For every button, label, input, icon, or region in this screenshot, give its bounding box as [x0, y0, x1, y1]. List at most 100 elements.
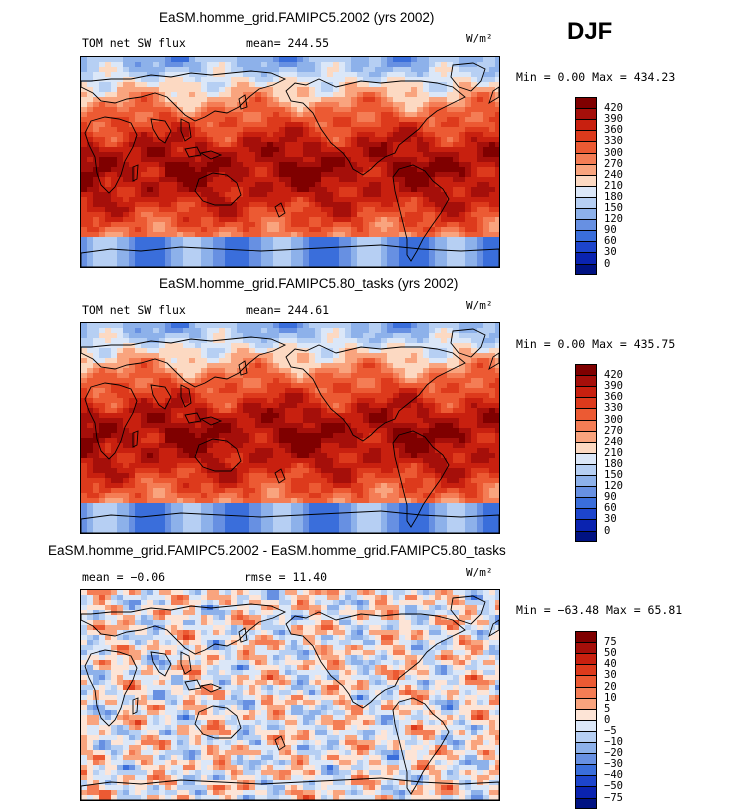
- panel-3-minmax: Min = −63.48 Max = 65.81: [516, 603, 683, 617]
- colorbar-label: 60: [604, 235, 617, 248]
- colorbar-swatch: [575, 708, 597, 721]
- colorbar-label: 30: [604, 513, 617, 526]
- colorbar-swatch: [575, 163, 597, 176]
- coastlines: [81, 62, 499, 267]
- colorbar-label: 330: [604, 402, 623, 415]
- colorbar-label: 330: [604, 135, 623, 148]
- panel-2-map: [80, 322, 500, 534]
- panel-3-units: W/m²: [466, 566, 493, 579]
- colorbar-swatch: [575, 697, 597, 710]
- colorbar-swatch: [575, 364, 597, 377]
- colorbar-label: 360: [604, 124, 623, 137]
- colorbar-label: 420: [604, 369, 623, 382]
- colorbar-swatch: [575, 686, 597, 699]
- colorbar-label: 30: [604, 246, 617, 259]
- colorbar-swatch: [575, 764, 597, 777]
- colorbar-label: 0: [604, 257, 611, 270]
- colorbar-label: 300: [604, 413, 623, 426]
- colorbar-label: 20: [604, 680, 617, 693]
- colorbar-label: 420: [604, 102, 623, 115]
- colorbar-swatch: [575, 97, 597, 110]
- colorbar-label: 60: [604, 502, 617, 515]
- colorbar-label: −5: [604, 724, 617, 737]
- colorbar-swatch: [575, 631, 597, 644]
- panel-1-mean: mean= 244.55: [246, 36, 330, 50]
- colorbar-label: 0: [604, 713, 611, 726]
- map-canvas: [81, 323, 499, 533]
- panel-3-map: [80, 589, 500, 801]
- colorbar-label: 180: [604, 457, 623, 470]
- colorbar-label: −20: [604, 747, 623, 760]
- colorbar-swatch: [575, 642, 597, 655]
- colorbar-swatch: [575, 263, 597, 275]
- colorbar-swatch: [575, 141, 597, 154]
- colorbar-swatch: [575, 419, 597, 432]
- panel-2-mean: mean= 244.61: [246, 303, 330, 317]
- colorbar-swatch: [575, 119, 597, 132]
- panel-3-rmse: rmse = 11.40: [244, 570, 328, 584]
- colorbar-swatch: [575, 508, 597, 521]
- contour-field: [81, 590, 499, 800]
- colorbar-swatch: [575, 252, 597, 265]
- colorbar-swatch: [575, 452, 597, 465]
- panel-3-title: EaSM.homme_grid.FAMIPC5.2002 - EaSM.homm…: [48, 543, 506, 558]
- panel-1-colorbar: 420 390 360 330 300 270 240 210 180 150 120 90 60 30 0: [575, 97, 623, 275]
- panel-2-units: W/m²: [466, 299, 493, 312]
- colorbar-swatch: [575, 742, 597, 755]
- panel-1-variable: TOM net SW flux: [82, 36, 186, 50]
- colorbar-swatch: [575, 208, 597, 221]
- colorbar-swatch: [575, 664, 597, 677]
- colorbar-swatch: [575, 185, 597, 198]
- colorbar-label: 120: [604, 480, 623, 493]
- colorbar-swatch: [575, 730, 597, 743]
- colorbar-swatch: [575, 675, 597, 688]
- panel-2-colorbar: 420 390 360 330 300 270 240 210 180 150 120 90 60 30 0: [575, 364, 623, 542]
- panel-2-minmax: Min = 0.00 Max = 435.75: [516, 337, 676, 351]
- colorbar-label: 0: [604, 524, 611, 537]
- panel-1-map: [80, 56, 500, 268]
- colorbar-label: 150: [604, 202, 623, 214]
- season-label: DJF: [567, 18, 613, 45]
- colorbar-swatch: [575, 174, 597, 187]
- colorbar-label: −75: [604, 791, 623, 804]
- colorbar-label: 390: [604, 380, 623, 393]
- colorbar-swatch: [575, 797, 597, 809]
- colorbar-label: −40: [604, 769, 623, 782]
- colorbar-swatch: [575, 486, 597, 499]
- colorbar-swatch: [575, 463, 597, 476]
- colorbar-swatch: [575, 430, 597, 443]
- colorbar-label: 75: [604, 636, 617, 649]
- colorbar-label: 180: [604, 190, 623, 203]
- colorbar-swatch: [575, 397, 597, 410]
- colorbar-label: 240: [604, 435, 623, 448]
- colorbar-label: −10: [604, 736, 623, 748]
- colorbar-label: 240: [604, 168, 623, 181]
- colorbar-swatch: [575, 519, 597, 532]
- panel-1-minmax: Min = 0.00 Max = 434.23: [516, 70, 676, 84]
- colorbar-swatch: [575, 108, 597, 121]
- colorbar-swatch: [575, 753, 597, 766]
- colorbar-swatch: [575, 230, 597, 243]
- map-canvas: [81, 57, 499, 267]
- colorbar-swatch: [575, 408, 597, 421]
- colorbar-label: 5: [604, 702, 611, 715]
- colorbar-swatch: [575, 497, 597, 510]
- colorbar-swatch: [575, 219, 597, 232]
- map-canvas: [81, 590, 499, 800]
- colorbar-swatch: [575, 196, 597, 209]
- colorbar-label: 270: [604, 424, 623, 437]
- colorbar-swatch: [575, 375, 597, 388]
- colorbar-label: 90: [604, 491, 617, 504]
- colorbar-label: 10: [604, 691, 617, 704]
- colorbar-label: 390: [604, 113, 623, 126]
- colorbar-swatch: [575, 719, 597, 732]
- colorbar-swatch: [575, 152, 597, 165]
- colorbar-swatch: [575, 441, 597, 454]
- coastlines: [81, 328, 499, 533]
- colorbar-swatch: [575, 530, 597, 542]
- colorbar-label: 210: [604, 446, 623, 459]
- panel-2-title: EaSM.homme_grid.FAMIPC5.80_tasks (yrs 20…: [159, 276, 459, 291]
- colorbar-label: 40: [604, 658, 617, 671]
- colorbar-label: 210: [604, 179, 623, 192]
- panel-3-mean: mean = −0.06: [82, 570, 166, 584]
